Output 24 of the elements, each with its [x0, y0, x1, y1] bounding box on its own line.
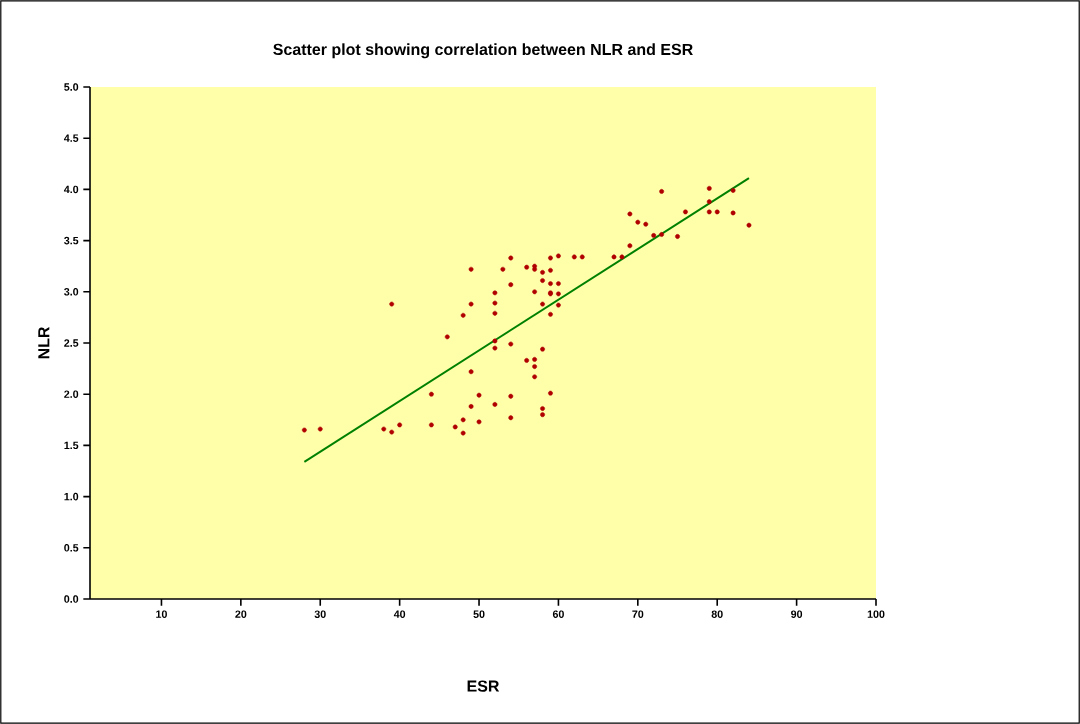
y-tick-label: 1.5 [64, 441, 79, 450]
y-tick-label: 3.0 [64, 288, 79, 296]
chart-title: Scatter plot showing correlation between NLR and ESR [273, 43, 693, 59]
y-tick-label: 1.0 [64, 492, 79, 501]
y-tick-label: 4.0 [63, 185, 79, 194]
x-tick-label: 100 [867, 610, 885, 618]
x-tick-label: 10 [156, 610, 167, 618]
y-tick-label: 4.5 [63, 134, 79, 142]
y-tick-label: 5.0 [64, 83, 79, 91]
y-tick-label: 3.5 [64, 236, 79, 245]
x-tick-label: 50 [473, 610, 485, 618]
x-tick-label: 60 [552, 610, 564, 618]
y-tick-label: 0.5 [64, 544, 79, 552]
x-tick-label: 40 [393, 610, 406, 618]
x-axis-title: ESR [467, 680, 500, 692]
x-tick-label: 90 [791, 610, 803, 618]
y-tick-label: 0.0 [64, 595, 79, 603]
x-tick-label: 70 [632, 610, 644, 618]
y-tick-label: 2.0 [64, 390, 79, 398]
y-axis-title: NLR [38, 326, 50, 359]
x-tick-label: 30 [314, 610, 326, 618]
y-tick-label: 2.5 [64, 339, 79, 347]
x-tick-label: 20 [235, 610, 247, 618]
x-tick-label: 80 [711, 610, 723, 618]
